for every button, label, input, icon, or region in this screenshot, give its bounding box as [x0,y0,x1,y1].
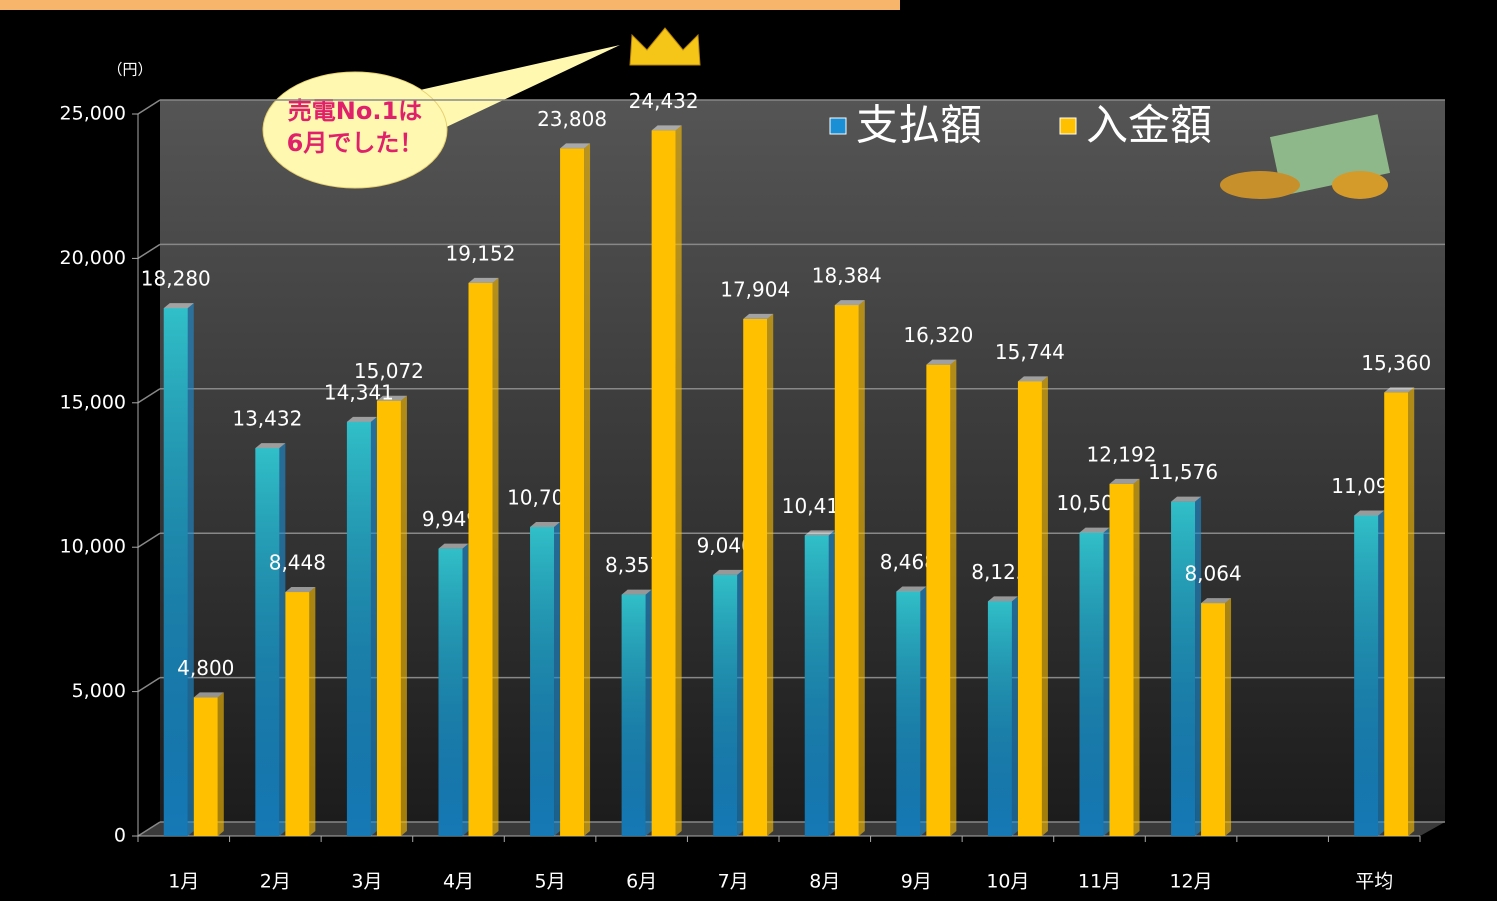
bar-shade [164,308,188,836]
x-tick-label: 5月 [535,871,566,893]
value-label: 8,064 [1184,562,1241,586]
y-tick-label: 15,000 [60,391,126,413]
bar-side [920,586,926,836]
bar-side [1225,598,1231,836]
bar-side [1195,497,1201,836]
bar-shade [988,601,1012,836]
value-label: 4,800 [177,656,234,680]
value-label: 13,432 [232,407,302,431]
x-tick-label: 2月 [260,871,291,893]
x-tick-label: 11月 [1078,871,1121,893]
value-label: 23,808 [537,107,607,131]
bar-side [493,278,499,836]
bar-side [401,396,407,836]
bar-side [188,303,194,836]
coins [1332,171,1388,199]
bar-side [218,692,224,836]
value-label: 16,320 [903,323,973,347]
value-label: 11,576 [1148,460,1218,484]
value-label: 19,152 [446,241,516,265]
x-tick-label: 3月 [351,871,382,893]
bar-shade [1171,502,1195,836]
bar-side [829,530,835,836]
x-tick-label: 1月 [168,871,199,893]
annotation: 6月でした！ [287,129,424,157]
bar-shade [1354,515,1378,836]
bar-side [584,143,590,836]
bar-shade [347,422,371,836]
x-tick-label: 8月 [809,871,840,893]
legend-swatch [1060,118,1076,134]
x-tick-label: 6月 [626,871,657,893]
page: （円） 売電No.1は 6月でした！ 0 5,000 10,000 15,000 20,… [0,0,1497,901]
bar-shade [439,549,463,836]
x-tick-label: 7月 [718,871,749,893]
value-label: 18,384 [812,264,882,288]
legend-swatch [830,118,846,134]
value-label: 15,360 [1361,351,1431,375]
bar-side [1012,596,1018,836]
bar-shade [805,535,829,836]
bar-shade [896,591,920,836]
legend-label: 支払額 [856,101,982,150]
y-tick-label: 0 [114,825,126,847]
value-label: 24,432 [629,89,699,113]
bar-side [463,544,469,836]
value-label: 15,744 [995,340,1065,364]
x-tick-label: 9月 [901,871,932,893]
x-tick-label: 4月 [443,871,474,893]
value-label: 12,192 [1087,442,1157,466]
bar-side [371,417,377,836]
bar-shade [1080,533,1104,836]
annotation: 売電No.1は [288,97,422,125]
bar-side [646,590,652,836]
bar-shade [622,595,646,836]
bar-side [1042,376,1048,836]
bar-side [767,314,773,836]
bar-side [554,522,560,836]
y-tick-label: 25,000 [60,103,126,125]
bar-side [279,443,285,836]
bar-side [676,125,682,836]
bar-side [1378,510,1384,836]
unit-label: （円） [107,61,152,79]
value-label: 15,072 [354,359,424,383]
bar-side [1134,479,1140,836]
coins [1220,171,1300,199]
value-label: 8,448 [269,551,326,575]
x-tick-label: 12月 [1169,871,1212,893]
bar-side [1408,387,1414,836]
floor [138,822,1445,836]
top-banner [0,0,900,10]
value-label: 17,904 [720,277,790,301]
value-label: 18,280 [141,267,211,291]
bar-side [737,570,743,836]
bar-side [1104,528,1110,836]
bar-side [950,360,956,836]
bar-shade [713,575,737,836]
y-tick-label: 10,000 [60,536,126,558]
y-tick-label: 5,000 [72,680,126,702]
chart: （円） 売電No.1は 6月でした！ 0 5,000 10,000 15,000 20,… [0,0,1497,901]
legend-label: 入金額 [1086,101,1212,150]
x-tick-label: 10月 [986,871,1029,893]
bar-shade [255,448,279,836]
bar-side [309,587,315,836]
y-tick-label: 20,000 [60,247,126,269]
x-tick-label: 平均 [1355,871,1393,893]
bar-shade [530,527,554,836]
bar-side [859,300,865,836]
